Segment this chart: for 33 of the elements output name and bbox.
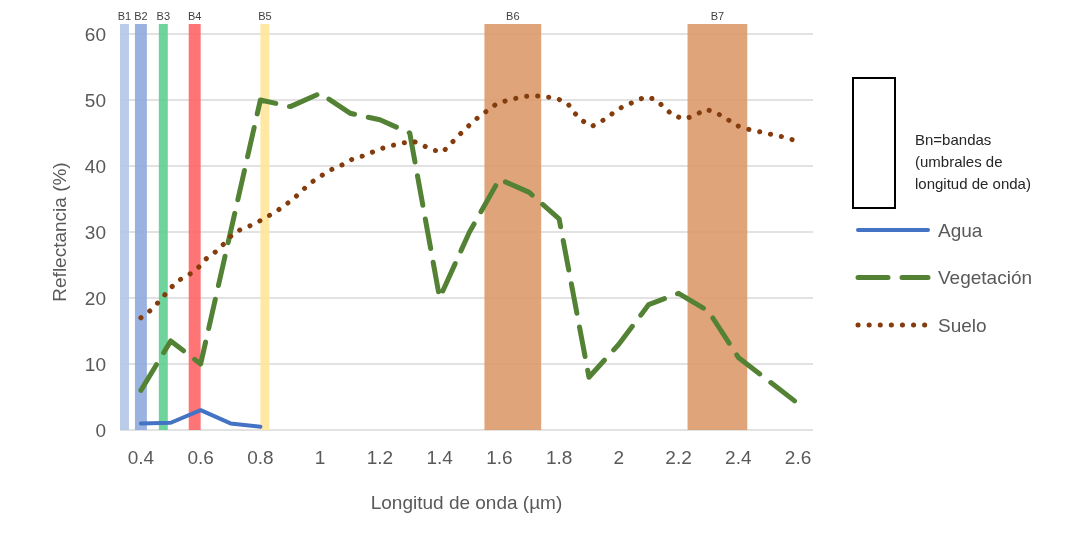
y-tick-label: 20 <box>84 287 106 309</box>
x-tick-label: 0.6 <box>187 447 214 468</box>
legend-label: Vegetación <box>938 267 1033 289</box>
y-axis-title: Reflectancia (%) <box>49 162 70 302</box>
x-tick-label: 0.4 <box>127 447 155 468</box>
x-tick-label: 1.8 <box>545 447 573 468</box>
x-tick-label: 2 <box>613 447 625 468</box>
x-tick-label: 0.8 <box>247 447 274 468</box>
line-series <box>138 408 263 429</box>
y-tick-label: 10 <box>84 353 106 375</box>
x-tick-label: 2.6 <box>784 447 812 468</box>
band-label: B4 <box>187 10 202 22</box>
y-tick-label: 0 <box>95 419 106 441</box>
band-label: B1 <box>117 10 132 22</box>
band-label: B6 <box>506 10 520 22</box>
y-tick-label: 40 <box>84 155 106 177</box>
text: Bn=bandas (umbrales de longitud de onda) <box>915 131 1031 192</box>
band-label: B7 <box>710 10 725 22</box>
legend-label: Suelo <box>938 314 987 336</box>
band-label: B2 <box>134 10 148 22</box>
x-tick-label: 1 <box>314 447 326 468</box>
y-tick-label: 60 <box>84 23 106 45</box>
x-tick-label: 1.6 <box>486 447 513 468</box>
y-tick-label: 30 <box>84 221 106 243</box>
band-label: B3 <box>156 10 171 22</box>
x-tick-label: 1.4 <box>426 447 454 468</box>
band-label: B5 <box>258 10 272 22</box>
x-tick-label: 1.2 <box>366 447 394 468</box>
x-tick-label: 2.2 <box>665 447 692 468</box>
x-tick-label: 2.4 <box>725 447 752 468</box>
y-tick-label: 50 <box>84 89 106 111</box>
x-axis-title: Longitud de onda (µm) <box>370 492 563 513</box>
legend-label: Agua <box>938 219 983 241</box>
